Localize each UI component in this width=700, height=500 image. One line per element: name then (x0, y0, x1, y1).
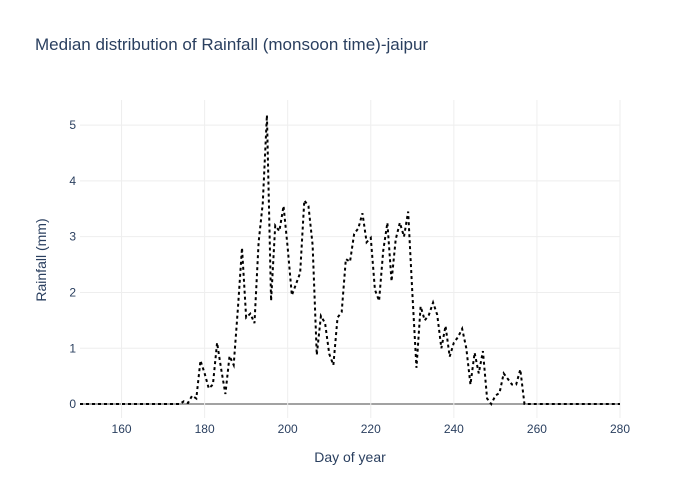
y-tick-label: 3 (69, 230, 76, 244)
x-tick-label: 280 (610, 422, 630, 436)
y-tick-label: 2 (69, 285, 76, 299)
x-axis-title: Day of year (314, 449, 386, 465)
y-tick-label: 0 (69, 397, 76, 411)
y-axis-ticks: 0 1 2 3 4 5 (69, 118, 76, 411)
x-axis-ticks: 160 180 200 220 240 260 280 (112, 422, 631, 436)
y-tick-label: 1 (69, 341, 76, 355)
x-tick-label: 260 (527, 422, 547, 436)
gridlines (80, 100, 621, 418)
y-tick-label: 5 (69, 118, 76, 132)
rainfall-line (80, 115, 620, 406)
x-tick-label: 240 (444, 422, 464, 436)
x-tick-label: 220 (361, 422, 381, 436)
y-axis-title: Rainfall (mm) (33, 218, 49, 301)
x-tick-label: 160 (112, 422, 132, 436)
y-tick-label: 4 (69, 174, 76, 188)
x-tick-label: 180 (195, 422, 215, 436)
chart-title: Median distribution of Rainfall (monsoon… (35, 35, 428, 54)
x-tick-label: 200 (278, 422, 298, 436)
